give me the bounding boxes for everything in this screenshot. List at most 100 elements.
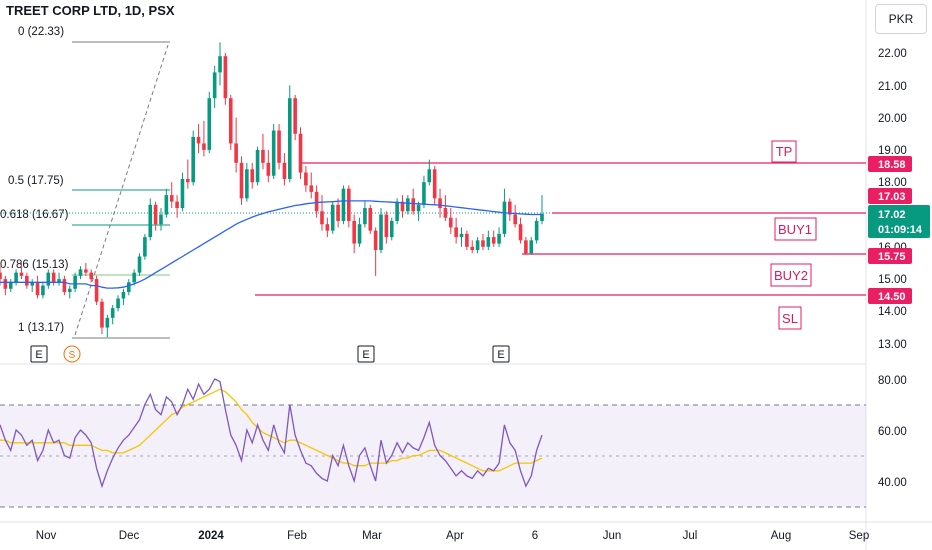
candle-body	[186, 178, 190, 183]
candle-body	[459, 233, 464, 238]
price-tick: 19.00	[878, 145, 907, 157]
fib-label-1: 1 (13.17)	[18, 322, 64, 334]
candle-body	[325, 224, 330, 231]
sl-label: SL	[782, 311, 798, 326]
time-label: Jun	[603, 530, 622, 542]
candle-body	[30, 282, 34, 286]
buy1-label: BUY1	[778, 222, 812, 237]
candle-body	[51, 272, 56, 283]
fib-trend-line	[74, 44, 169, 336]
price-tick: 22.00	[878, 48, 907, 60]
sl-price-badge-text: 14.50	[878, 291, 906, 303]
candle-body	[287, 98, 292, 179]
rsi-line	[0, 378, 543, 489]
earnings-marker[interactable]: E	[357, 345, 375, 363]
earnings-marker-label: E	[35, 349, 42, 361]
time-label: Aug	[771, 530, 791, 542]
candle-body	[143, 237, 147, 257]
candle-body	[491, 237, 496, 244]
candle-body	[454, 227, 458, 238]
candle-body	[293, 98, 297, 134]
candle-body	[475, 240, 480, 251]
candle-body	[502, 201, 507, 234]
time-label: Nov	[36, 530, 57, 542]
candle-body	[202, 143, 206, 150]
time-label: Sep	[849, 530, 869, 542]
last-price-badge: 17.02 01:09:14	[868, 205, 930, 238]
candle-body	[368, 208, 373, 231]
tp-label: TP	[776, 144, 793, 159]
rsi-axis[interactable]: 80.00 60.00 40.00	[878, 375, 907, 489]
time-label: 2024	[198, 530, 224, 542]
earnings-marker[interactable]: E	[30, 345, 48, 363]
earnings-marker-label: E	[362, 349, 369, 361]
split-marker[interactable]: S	[63, 345, 81, 363]
tp-annotation[interactable]: TP	[771, 140, 797, 163]
candle-body	[330, 204, 335, 231]
time-label: Dec	[119, 530, 140, 542]
last-price-badge-text: 17.02	[878, 209, 906, 221]
high-price-badge-text: 17.03	[878, 191, 906, 203]
candle-body	[35, 282, 40, 296]
earnings-marker-label: E	[497, 349, 504, 361]
candle-body	[357, 224, 362, 244]
candle-body	[41, 285, 45, 296]
candle-body	[363, 208, 367, 225]
fib-label-0786: 0.786 (15.13)	[0, 259, 69, 271]
fib-retracement[interactable]: 0 (22.33) 0.5 (17.75) 0.618 (16.67) 0.78…	[0, 26, 170, 339]
candle-body	[427, 169, 432, 183]
candle-body	[261, 149, 265, 163]
price-tick: 13.00	[878, 339, 907, 351]
candle-body	[3, 279, 8, 289]
candle-body	[207, 98, 212, 150]
sl-annotation[interactable]: SL	[778, 306, 802, 330]
candle-body	[379, 214, 383, 251]
time-axis[interactable]: Nov Dec 2024 Feb Mar Apr 6 Jun Jul Aug S…	[36, 530, 869, 542]
candle-body	[191, 136, 195, 183]
candle-body	[481, 240, 485, 247]
candle-body	[534, 220, 539, 241]
price-tick: 14.00	[878, 306, 907, 318]
tp-price-badge: 18.58	[868, 156, 912, 172]
candle-body	[239, 162, 244, 199]
split-marker-label: S	[69, 350, 76, 361]
candle-body	[352, 220, 356, 244]
currency-selector[interactable]: PKR	[875, 4, 927, 34]
candle-body	[245, 169, 249, 199]
countdown-timer: 01:09:14	[878, 224, 923, 236]
candle-body	[234, 143, 238, 163]
buy1-annotation[interactable]: BUY1	[774, 217, 817, 241]
candle-body	[25, 275, 29, 286]
time-label: Apr	[446, 530, 464, 542]
candle-body	[78, 269, 83, 276]
buy2-annotation[interactable]: BUY2	[770, 263, 812, 287]
candle-body	[164, 195, 169, 215]
candle-body	[416, 204, 421, 212]
fib-label-0618: 0.618 (16.67)	[0, 209, 69, 221]
candle-body	[250, 169, 255, 183]
candle-body	[46, 272, 51, 286]
time-label: Mar	[362, 530, 382, 542]
candle-body	[73, 275, 77, 289]
price-tick: 21.00	[878, 81, 907, 93]
candle-body	[438, 198, 442, 209]
candle-body	[497, 233, 501, 244]
candle-body	[443, 208, 448, 218]
symbol-title[interactable]: TREET CORP LTD, 1D, PSX	[6, 3, 175, 18]
fib-label-0: 0 (22.33)	[18, 26, 64, 38]
candle-body	[389, 220, 394, 238]
candle-body	[304, 172, 308, 186]
rsi-tick: 80.00	[878, 375, 907, 387]
candle-body	[175, 201, 179, 209]
candle-body	[470, 246, 475, 251]
time-label: 6	[532, 530, 538, 542]
candle-body	[513, 214, 517, 225]
candle-body	[271, 130, 276, 176]
moving-average-line	[0, 200, 542, 289]
candle-body	[524, 240, 528, 254]
candle-body	[169, 195, 174, 202]
candle-body	[89, 272, 94, 280]
earnings-marker[interactable]: E	[492, 345, 510, 363]
candle-body	[529, 240, 534, 254]
